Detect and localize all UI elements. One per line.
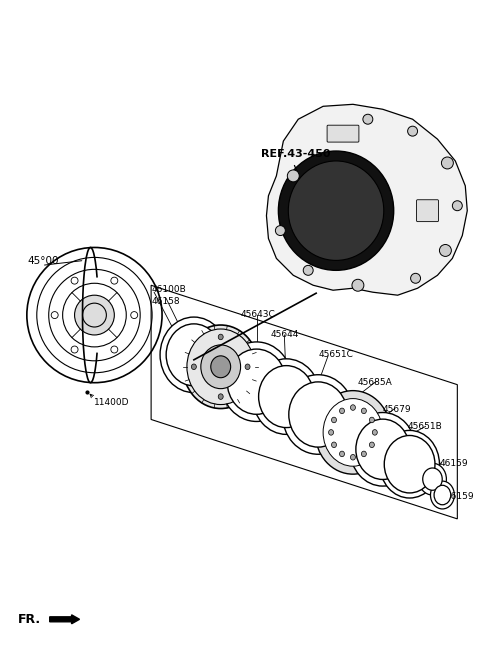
Ellipse shape xyxy=(352,279,364,291)
Ellipse shape xyxy=(192,364,196,369)
Text: 45679: 45679 xyxy=(383,405,411,413)
Ellipse shape xyxy=(276,225,285,236)
Ellipse shape xyxy=(245,364,250,369)
Ellipse shape xyxy=(160,317,228,393)
FancyBboxPatch shape xyxy=(327,125,359,142)
Text: 46100B: 46100B xyxy=(151,285,186,294)
Ellipse shape xyxy=(361,451,366,457)
Ellipse shape xyxy=(187,329,254,405)
Ellipse shape xyxy=(410,273,420,283)
Ellipse shape xyxy=(288,170,299,182)
Ellipse shape xyxy=(323,399,383,466)
Ellipse shape xyxy=(282,374,354,454)
Text: 45°00: 45°00 xyxy=(28,256,60,267)
Ellipse shape xyxy=(329,430,334,435)
Text: 45651C: 45651C xyxy=(318,350,353,359)
Ellipse shape xyxy=(370,442,374,447)
Ellipse shape xyxy=(408,126,418,136)
Text: 45685A: 45685A xyxy=(358,378,393,387)
Text: 46159: 46159 xyxy=(439,459,468,468)
Ellipse shape xyxy=(332,417,336,422)
Text: 45643C: 45643C xyxy=(240,310,276,319)
Ellipse shape xyxy=(288,161,384,260)
Ellipse shape xyxy=(339,451,345,457)
FancyArrow shape xyxy=(50,615,80,623)
Text: 46159: 46159 xyxy=(445,492,474,501)
Ellipse shape xyxy=(278,151,394,270)
Ellipse shape xyxy=(339,408,345,414)
Ellipse shape xyxy=(332,442,336,447)
Text: REF.43-450: REF.43-450 xyxy=(262,149,331,159)
Ellipse shape xyxy=(183,325,259,409)
Ellipse shape xyxy=(370,417,374,422)
Ellipse shape xyxy=(74,295,114,335)
FancyBboxPatch shape xyxy=(417,200,438,221)
Ellipse shape xyxy=(384,436,435,493)
Text: 45644: 45644 xyxy=(270,330,299,339)
Ellipse shape xyxy=(380,430,439,498)
Ellipse shape xyxy=(434,486,451,505)
Ellipse shape xyxy=(259,366,314,428)
Text: 11400D: 11400D xyxy=(95,397,130,407)
Ellipse shape xyxy=(227,349,286,415)
Ellipse shape xyxy=(350,455,355,460)
Ellipse shape xyxy=(218,394,223,399)
Ellipse shape xyxy=(315,391,391,474)
Ellipse shape xyxy=(166,324,222,386)
Ellipse shape xyxy=(419,463,446,495)
Polygon shape xyxy=(266,104,467,295)
Ellipse shape xyxy=(350,413,416,486)
Ellipse shape xyxy=(439,244,451,256)
Ellipse shape xyxy=(303,265,313,275)
Ellipse shape xyxy=(431,481,455,509)
Ellipse shape xyxy=(363,114,373,124)
Ellipse shape xyxy=(423,468,442,490)
Ellipse shape xyxy=(356,419,409,480)
Ellipse shape xyxy=(442,157,453,169)
Ellipse shape xyxy=(372,430,377,435)
Ellipse shape xyxy=(221,342,292,421)
Ellipse shape xyxy=(289,382,348,447)
Text: 46158: 46158 xyxy=(151,297,180,306)
Text: 45651B: 45651B xyxy=(408,422,443,432)
Ellipse shape xyxy=(452,201,462,211)
Ellipse shape xyxy=(218,334,223,340)
Ellipse shape xyxy=(350,405,355,411)
Ellipse shape xyxy=(211,356,231,378)
Text: FR.: FR. xyxy=(18,614,41,626)
Ellipse shape xyxy=(361,408,366,414)
Ellipse shape xyxy=(201,345,240,389)
Ellipse shape xyxy=(252,359,320,434)
